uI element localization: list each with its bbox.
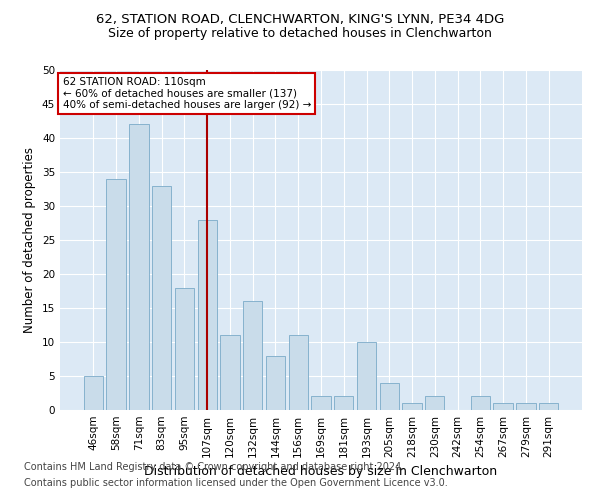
Bar (175, 288, 194, 410)
Bar (516, 403, 536, 410)
Bar (425, 396, 445, 410)
Bar (106, 179, 126, 410)
Bar (539, 403, 558, 410)
Bar (357, 342, 376, 410)
Bar (380, 383, 399, 410)
Text: Contains public sector information licensed under the Open Government Licence v3: Contains public sector information licen… (24, 478, 448, 488)
Text: 62, STATION ROAD, CLENCHWARTON, KING'S LYNN, PE34 4DG: 62, STATION ROAD, CLENCHWARTON, KING'S L… (96, 12, 504, 26)
Bar (84, 376, 103, 410)
Bar (243, 301, 262, 410)
Bar (493, 403, 513, 410)
Bar (152, 186, 172, 410)
Bar (220, 335, 239, 410)
Bar (311, 396, 331, 410)
Bar (334, 396, 353, 410)
Bar (266, 356, 285, 410)
Bar (403, 403, 422, 410)
Y-axis label: Number of detached properties: Number of detached properties (23, 147, 37, 333)
Bar (289, 335, 308, 410)
Text: Size of property relative to detached houses in Clenchwarton: Size of property relative to detached ho… (108, 28, 492, 40)
Text: 62 STATION ROAD: 110sqm
← 60% of detached houses are smaller (137)
40% of semi-d: 62 STATION ROAD: 110sqm ← 60% of detache… (62, 77, 311, 110)
Bar (470, 396, 490, 410)
Bar (197, 220, 217, 410)
Bar (129, 124, 149, 410)
X-axis label: Distribution of detached houses by size in Clenchwarton: Distribution of detached houses by size … (145, 466, 497, 478)
Text: Contains HM Land Registry data © Crown copyright and database right 2024.: Contains HM Land Registry data © Crown c… (24, 462, 404, 472)
